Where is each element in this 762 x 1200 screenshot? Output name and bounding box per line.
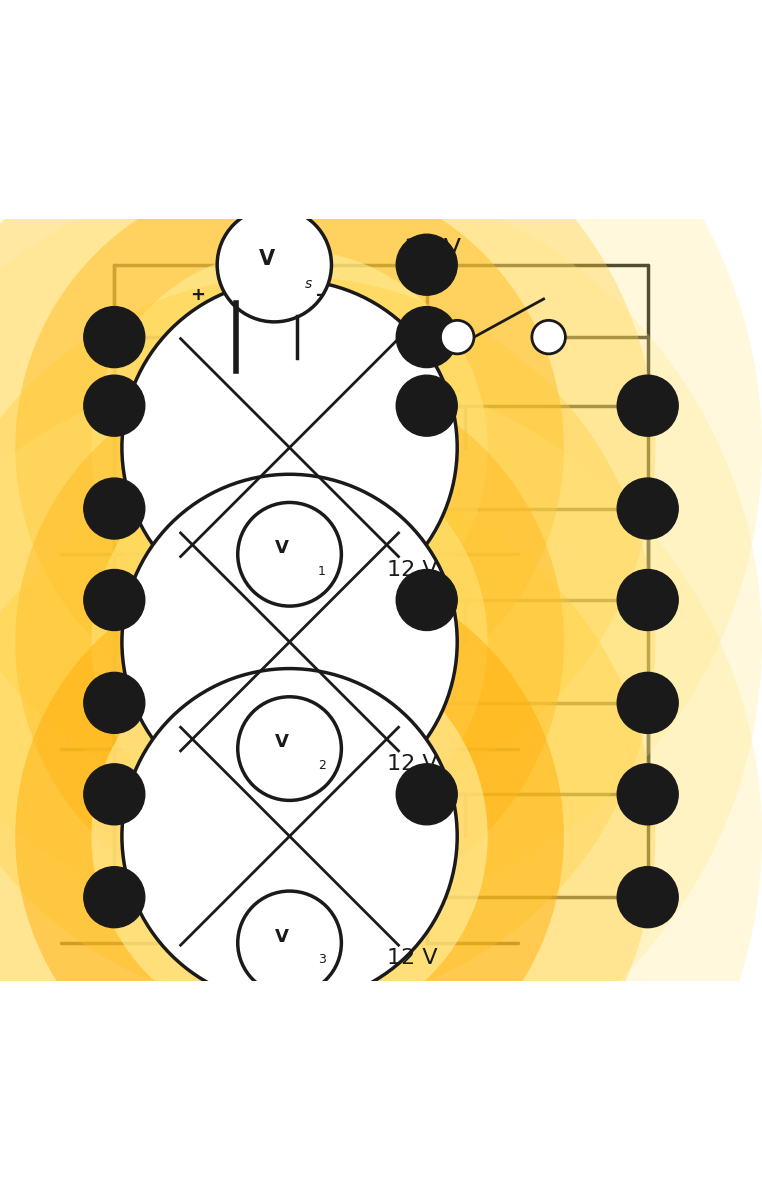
Circle shape: [15, 367, 564, 917]
Circle shape: [238, 503, 341, 606]
Circle shape: [15, 173, 564, 722]
Circle shape: [0, 276, 655, 1008]
Circle shape: [84, 764, 145, 824]
Text: V: V: [258, 248, 275, 269]
Circle shape: [84, 672, 145, 733]
Text: V: V: [275, 733, 289, 751]
Circle shape: [238, 892, 341, 995]
Text: 2: 2: [318, 758, 325, 772]
Circle shape: [0, 82, 655, 814]
Circle shape: [617, 672, 678, 733]
Circle shape: [0, 364, 762, 1200]
Text: V: V: [275, 928, 289, 946]
Circle shape: [396, 307, 457, 367]
Text: 3: 3: [318, 953, 325, 966]
Circle shape: [532, 320, 565, 354]
Circle shape: [91, 638, 488, 1034]
Circle shape: [15, 562, 564, 1110]
Circle shape: [84, 478, 145, 539]
Circle shape: [0, 470, 655, 1200]
Circle shape: [396, 764, 457, 824]
Circle shape: [617, 376, 678, 436]
Circle shape: [84, 376, 145, 436]
Circle shape: [122, 474, 457, 810]
Text: 12 V: 12 V: [387, 559, 437, 580]
Text: V: V: [275, 539, 289, 557]
Text: 12 V: 12 V: [387, 754, 437, 774]
Circle shape: [0, 169, 762, 1115]
Circle shape: [122, 668, 457, 1004]
Text: -: -: [316, 286, 324, 304]
Circle shape: [396, 376, 457, 436]
Circle shape: [617, 570, 678, 630]
Text: 12 V: 12 V: [404, 238, 461, 262]
Circle shape: [238, 697, 341, 800]
Circle shape: [91, 444, 488, 840]
Circle shape: [91, 250, 488, 646]
Circle shape: [84, 570, 145, 630]
Text: +: +: [190, 286, 206, 304]
Circle shape: [84, 866, 145, 928]
Circle shape: [617, 866, 678, 928]
Circle shape: [217, 208, 331, 322]
Text: 1: 1: [318, 564, 325, 577]
Circle shape: [396, 570, 457, 630]
Circle shape: [122, 280, 457, 616]
Circle shape: [0, 0, 762, 920]
Circle shape: [617, 478, 678, 539]
Text: s: s: [305, 277, 312, 290]
Text: 12 V: 12 V: [387, 948, 437, 968]
Circle shape: [617, 764, 678, 824]
Circle shape: [84, 307, 145, 367]
Circle shape: [440, 320, 474, 354]
Circle shape: [396, 234, 457, 295]
